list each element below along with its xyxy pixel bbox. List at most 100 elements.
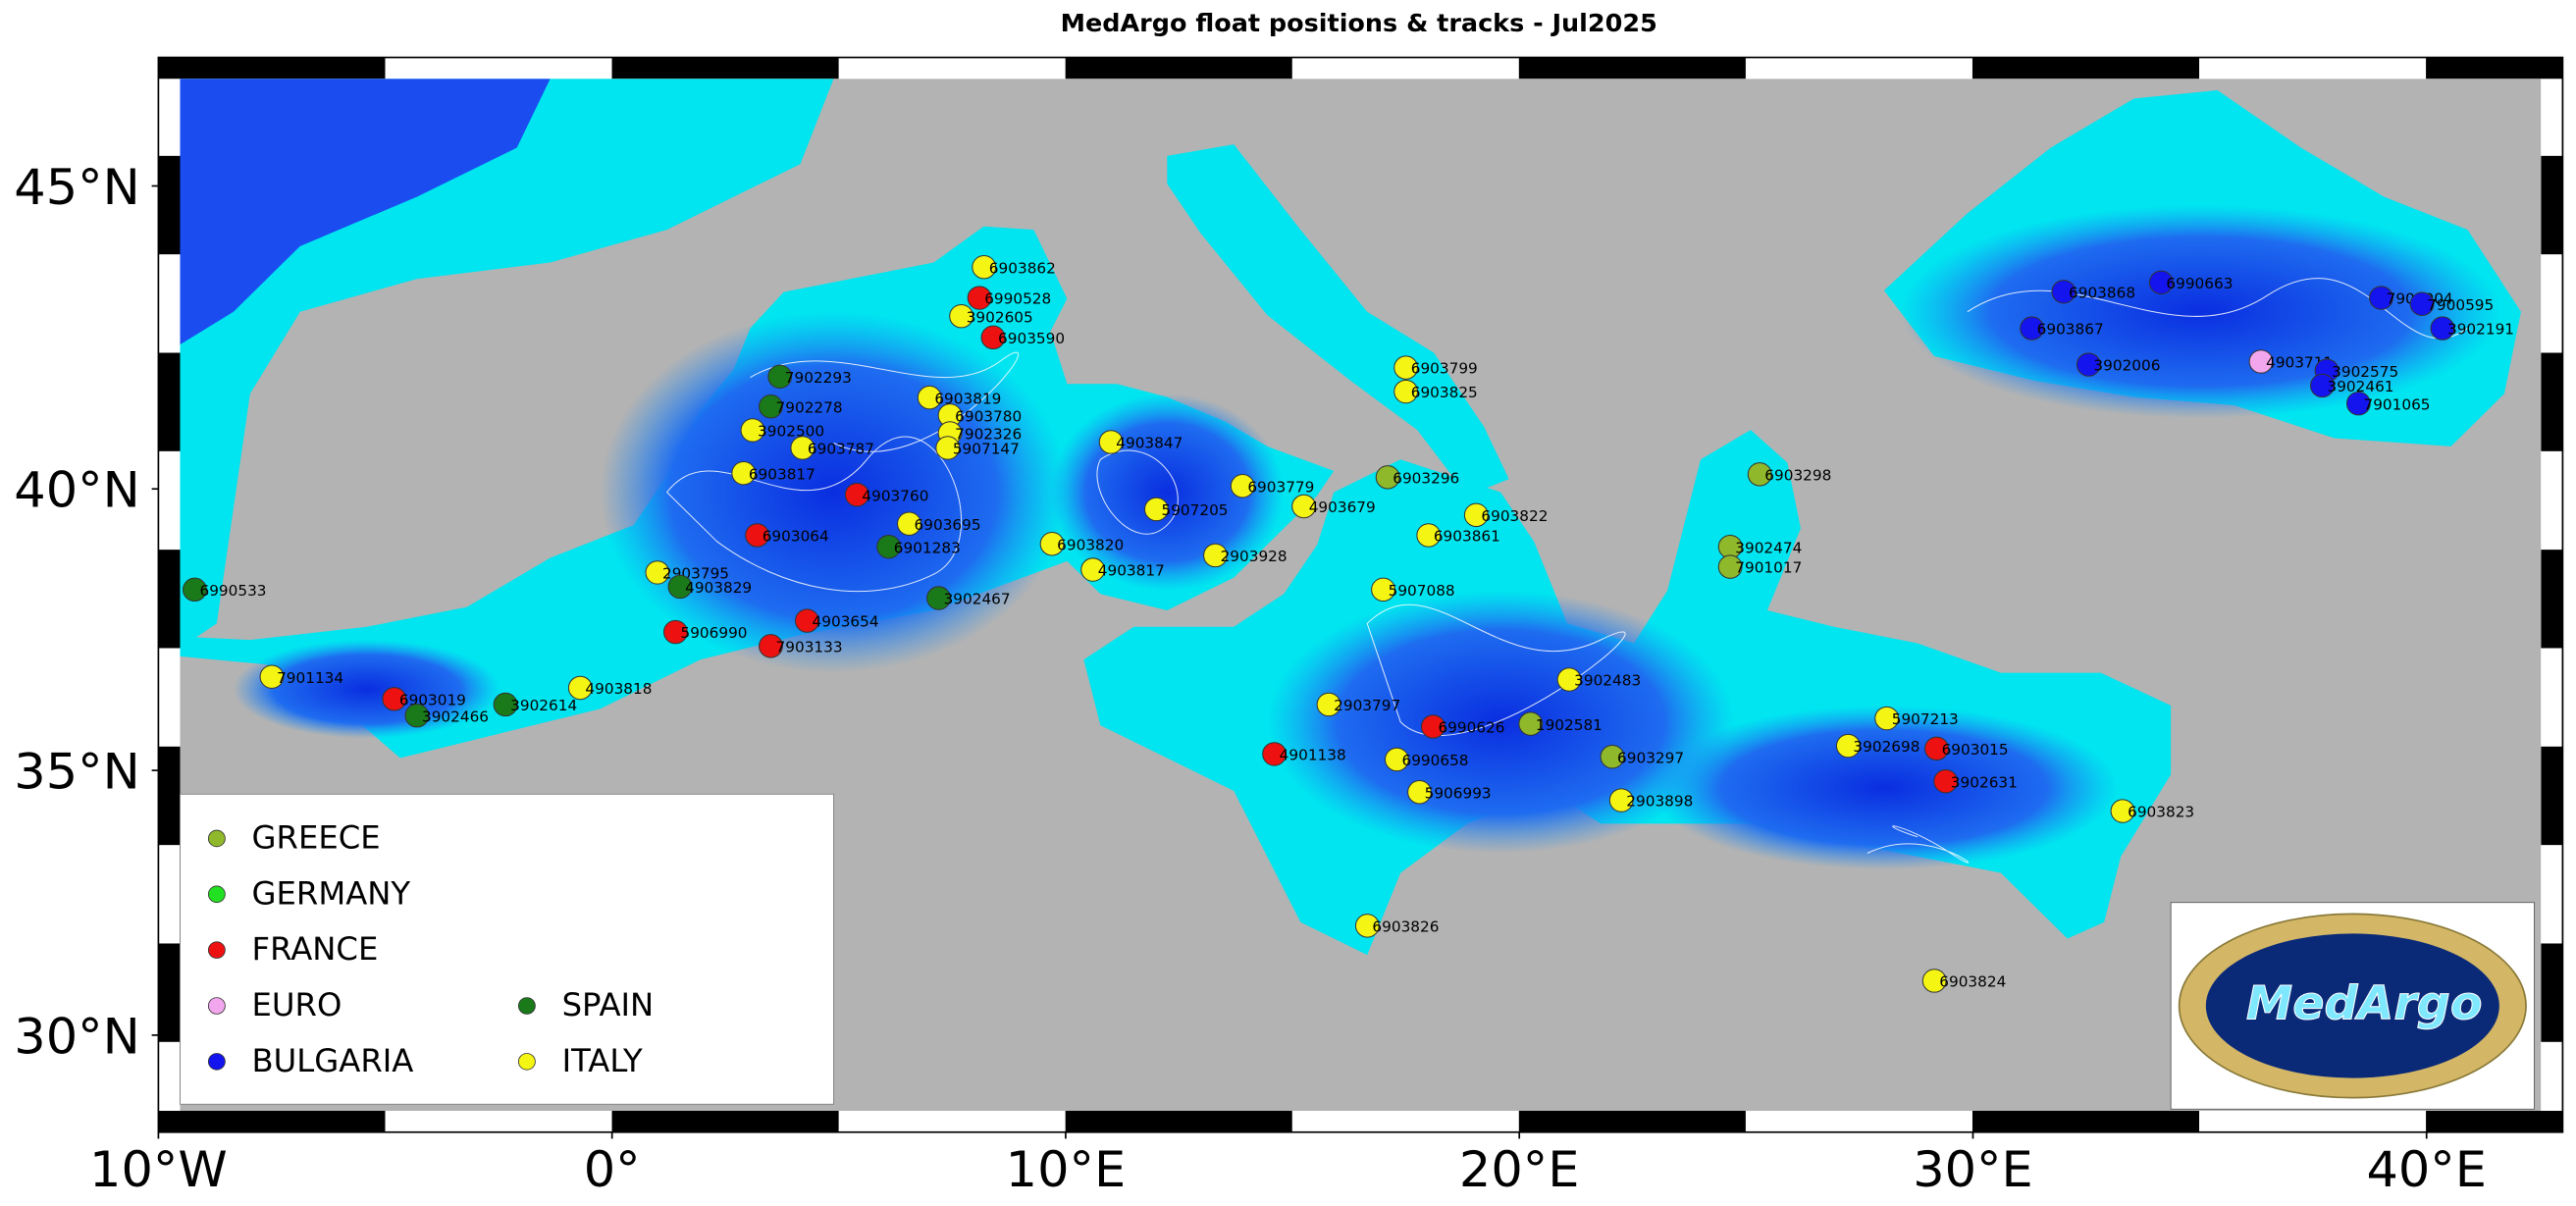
float-label: 4903654 (813, 613, 879, 631)
float-label: 1902581 (1536, 716, 1603, 734)
float-label: 6990626 (1438, 719, 1504, 737)
float-marker (1393, 379, 1419, 404)
float-label: 7903133 (776, 639, 843, 656)
float-marker (972, 254, 997, 280)
float-marker (1203, 543, 1228, 568)
float-marker (667, 574, 693, 600)
float-label: 7900595 (2427, 296, 2494, 314)
float-marker (2248, 349, 2274, 374)
legend-label: SPAIN (562, 986, 655, 1023)
floats: 6990533790113469030193902466390261449038… (182, 254, 2514, 993)
float-marker (844, 482, 869, 507)
float-label: 5907213 (1892, 710, 1959, 728)
float-marker (2148, 270, 2174, 295)
float-marker (1375, 465, 1400, 490)
float-marker (2369, 286, 2393, 310)
deep-water (1651, 706, 2118, 870)
float-marker (1463, 502, 1489, 528)
float-marker (876, 534, 902, 559)
frame-check (2541, 550, 2563, 649)
legend-marker (517, 1053, 536, 1071)
x-tick-label: 10°E (1006, 1140, 1126, 1198)
float-marker (2020, 316, 2044, 341)
float-label: 4903829 (685, 579, 752, 597)
float-marker (2110, 799, 2135, 823)
float-marker (382, 687, 407, 711)
legend-label: GREECE (252, 819, 381, 857)
frame-check (158, 1111, 386, 1132)
frame-check (611, 1111, 839, 1132)
float-marker (567, 675, 593, 701)
float-marker (1924, 736, 1949, 761)
float-label: 6990658 (1401, 752, 1468, 769)
float-label: 6903296 (1393, 470, 1459, 488)
frame-check (158, 550, 181, 649)
float-marker (745, 523, 769, 548)
float-label: 3902483 (1574, 672, 1641, 690)
y-tick-label: 45°N (14, 158, 139, 216)
float-marker (493, 692, 518, 717)
float-label: 6903824 (1939, 973, 2006, 991)
float-marker (1230, 474, 1255, 498)
float-marker (1747, 462, 1772, 487)
float-label: 3902575 (2332, 363, 2398, 381)
float-label: 6903590 (998, 330, 1065, 347)
float-label: 3902466 (422, 708, 489, 725)
float-marker (182, 577, 207, 603)
float-label: 6903780 (955, 408, 1022, 426)
float-label: 3902461 (2328, 378, 2394, 395)
float-marker (1933, 768, 1959, 794)
float-label: 6903817 (749, 465, 815, 483)
float-marker (1608, 788, 1634, 813)
float-label: 6903787 (808, 441, 874, 458)
frame-check (1971, 57, 2200, 79)
float-marker (980, 325, 1006, 350)
float-label: 3902191 (2447, 321, 2514, 339)
float-marker (967, 286, 992, 310)
float-label: 7901017 (1735, 559, 1802, 577)
frame-check (2541, 352, 2563, 451)
float-label: 6903861 (1434, 528, 1500, 546)
float-marker (1600, 744, 1625, 769)
atlantic-deep (180, 79, 551, 345)
float-marker (917, 385, 942, 410)
deep-water (600, 311, 1068, 673)
basemap (180, 79, 2542, 1112)
logo-text: MedArgo (2246, 977, 2483, 1031)
float-label: 4903847 (1116, 435, 1183, 452)
frame-check (1971, 1111, 2200, 1132)
deep-water (1900, 205, 2501, 419)
y-tick-label: 30°N (14, 1008, 139, 1066)
legend-label: GERMANY (252, 875, 411, 913)
float-marker (1717, 554, 1743, 579)
x-tick-label: 10°W (89, 1140, 228, 1198)
float-marker (1262, 742, 1287, 766)
float-label: 6903064 (762, 528, 829, 546)
frame-check (2541, 746, 2563, 846)
float-marker (662, 619, 688, 645)
float-marker (1416, 523, 1442, 548)
float-marker (1420, 714, 1446, 739)
float-marker (740, 418, 765, 443)
frame-check (158, 57, 386, 79)
float-marker (1518, 711, 1544, 736)
legend-marker (207, 997, 226, 1015)
float-label: 6903779 (1247, 479, 1314, 497)
x-tick-label: 20°E (1459, 1140, 1579, 1198)
float-label: 6903862 (989, 259, 1056, 277)
float-marker (795, 608, 819, 633)
float-label: 6903820 (1057, 536, 1124, 553)
x-tick-label: 0° (584, 1140, 641, 1198)
float-label: 2903797 (1334, 697, 1400, 714)
float-marker (1080, 557, 1106, 582)
float-label: 3902467 (944, 591, 1011, 608)
float-label: 6903823 (2128, 804, 2194, 821)
deep-water (1267, 590, 1734, 854)
float-label: 3902614 (510, 697, 577, 714)
float-marker (259, 664, 285, 689)
frame-check (1065, 1111, 1292, 1132)
logo: MedArgo (2170, 902, 2536, 1110)
deep-water (233, 640, 500, 739)
adriatic (1167, 144, 1509, 496)
legend-label: ITALY (562, 1042, 644, 1079)
